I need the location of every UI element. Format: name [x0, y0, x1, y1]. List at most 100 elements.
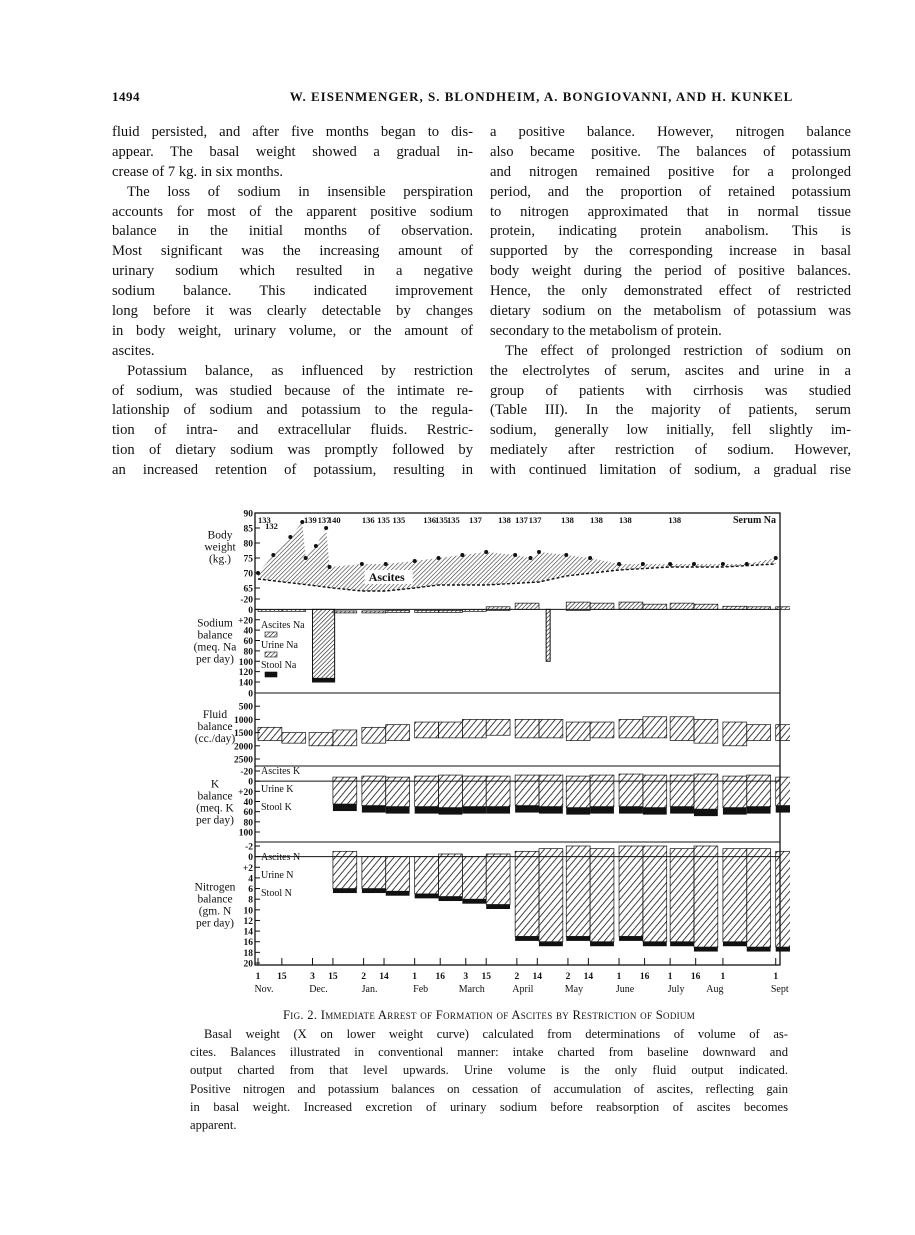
- nitrogen-bar: [385, 856, 410, 892]
- weight-point: [436, 556, 441, 560]
- y-tick-label: 20: [244, 960, 254, 970]
- potassium-bar: [538, 774, 564, 807]
- x-tick-label: 16: [435, 972, 445, 982]
- y-tick-label: 60: [244, 637, 254, 647]
- text-line: the electrolytes of serum, ascites and u…: [490, 362, 851, 379]
- x-tick-label: 14: [379, 972, 389, 982]
- stool-bar: [332, 888, 357, 894]
- x-month-label: Sept: [771, 984, 789, 995]
- sodium-bar: [514, 602, 540, 610]
- nitrogen-bar: [538, 848, 564, 943]
- sodium-bar: [361, 610, 387, 614]
- text-line: in body weight, urinary volume, or the a…: [112, 322, 473, 339]
- x-month-label: May: [565, 984, 583, 995]
- nitrogen-bar: [332, 850, 358, 889]
- y-tick-label: 2000: [234, 742, 253, 752]
- panel-label: per day): [196, 654, 234, 666]
- serum-na-label: 135: [393, 515, 406, 525]
- fluid-bar: [361, 726, 387, 744]
- sodium-bar: [693, 603, 719, 610]
- y-tick-label: -20: [240, 768, 253, 778]
- legend-label: Stool Na: [261, 660, 297, 671]
- text-line: an increased retention of potassium, res…: [112, 462, 473, 479]
- potassium-bar: [332, 776, 358, 805]
- weight-point: [773, 556, 778, 560]
- nitrogen-bar: [485, 853, 511, 905]
- fluid-bar: [775, 724, 790, 741]
- y-tick-label: 40: [244, 627, 254, 637]
- panel-label: per day): [196, 918, 234, 930]
- fluid-bar: [414, 721, 439, 739]
- x-month-label: Jan.: [362, 984, 378, 995]
- stool-bar: [566, 807, 591, 815]
- x-tick-label: 1: [256, 972, 261, 982]
- sodium-bar: [746, 606, 771, 610]
- x-tick-label: 16: [640, 972, 650, 982]
- fluid-bar: [485, 719, 511, 736]
- caption-line: Basal weight (X on lower weight curve) c…: [204, 1027, 788, 1041]
- serum-na-label: 135: [377, 515, 390, 525]
- panel-label: (kg.): [209, 554, 231, 566]
- caption-line: output charted from that level upwards. …: [190, 1063, 788, 1078]
- x-tick-label: 15: [481, 972, 491, 982]
- y-tick-label: 12: [244, 917, 254, 927]
- serum-na-label: 138: [668, 515, 681, 525]
- text-line: sodium, generally low initially, fell sl…: [490, 422, 851, 439]
- stool-bar: [361, 805, 386, 813]
- y-tick-label: 0: [248, 853, 253, 863]
- ascites-label-bg: [364, 570, 413, 584]
- text-line: The effect of prolonged restriction of s…: [505, 342, 851, 359]
- stool-bar: [515, 936, 539, 941]
- y-tick-label: 1500: [234, 729, 253, 739]
- x-tick-label: 15: [328, 972, 338, 982]
- nitrogen-bar: [565, 845, 591, 937]
- potassium-bar: [746, 774, 771, 807]
- serum-na-label: 137: [515, 515, 529, 525]
- text-line: mediately after restriction of sodium. H…: [490, 442, 851, 459]
- nitrogen-bar: [361, 856, 387, 889]
- potassium-bar: [414, 775, 439, 807]
- y-tick-label: 80: [244, 818, 254, 828]
- y-tick-label: 85: [244, 525, 254, 535]
- fluid-bar: [746, 724, 771, 741]
- y-tick-label: 65: [244, 585, 254, 595]
- fluid-bar: [642, 716, 668, 739]
- figure-2-chart: 908580757065Bodyweight(kg.)Ascites-200+2…: [194, 510, 790, 995]
- serum-na-label: 138: [561, 515, 574, 525]
- stool-bar: [486, 806, 511, 814]
- weight-point: [513, 553, 518, 557]
- stool-bar: [538, 806, 563, 814]
- potassium-bar: [514, 774, 540, 806]
- x-tick-label: 2: [514, 972, 519, 982]
- ascites-area: [258, 522, 776, 591]
- panel-label: Nitrogen: [195, 882, 236, 894]
- fluid-bar: [722, 721, 748, 747]
- fluid-bar: [281, 732, 307, 744]
- text-line: tion of intra- and extracellular fluids.…: [112, 422, 473, 439]
- stool-bar: [590, 806, 614, 814]
- fluid-bar: [514, 719, 540, 739]
- legend-label: Urine K: [261, 784, 294, 795]
- panel-label: balance: [197, 894, 232, 906]
- serum-na-label: 136: [423, 515, 436, 525]
- panel-label: (meq. Na: [194, 642, 237, 654]
- panel-label: (meq. K: [196, 803, 234, 815]
- x-month-label: April: [512, 984, 533, 995]
- sodium-bar: [257, 609, 283, 612]
- panel-label: balance: [197, 721, 232, 733]
- serum-na-label: 140: [328, 515, 341, 525]
- text-line: period, and the proportion of retained p…: [490, 183, 851, 200]
- x-month-label: Feb: [413, 984, 428, 995]
- x-tick-label: 14: [533, 972, 543, 982]
- text-line: lationship of sodium and potassium to th…: [112, 402, 473, 419]
- sodium-bar: [438, 610, 463, 613]
- nitrogen-bar: [438, 853, 463, 897]
- stool-bar: [590, 941, 614, 947]
- weight-point: [313, 544, 318, 548]
- x-tick-label: 1: [721, 972, 726, 982]
- text-line: protein, indicating protein anabolism. T…: [490, 223, 851, 240]
- weight-point: [744, 562, 749, 566]
- fluid-bar: [538, 719, 564, 739]
- y-tick-label: 18: [244, 949, 254, 959]
- y-tick-label: +2: [243, 864, 253, 874]
